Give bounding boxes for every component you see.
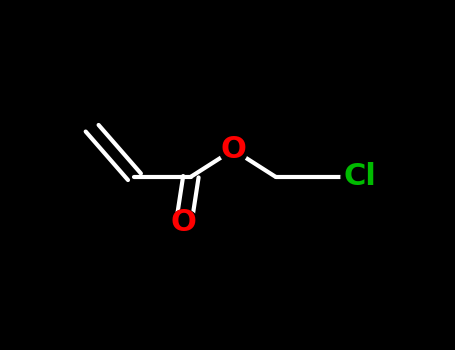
Text: Cl: Cl	[344, 162, 377, 191]
Text: O: O	[220, 135, 246, 164]
Text: O: O	[171, 208, 197, 237]
